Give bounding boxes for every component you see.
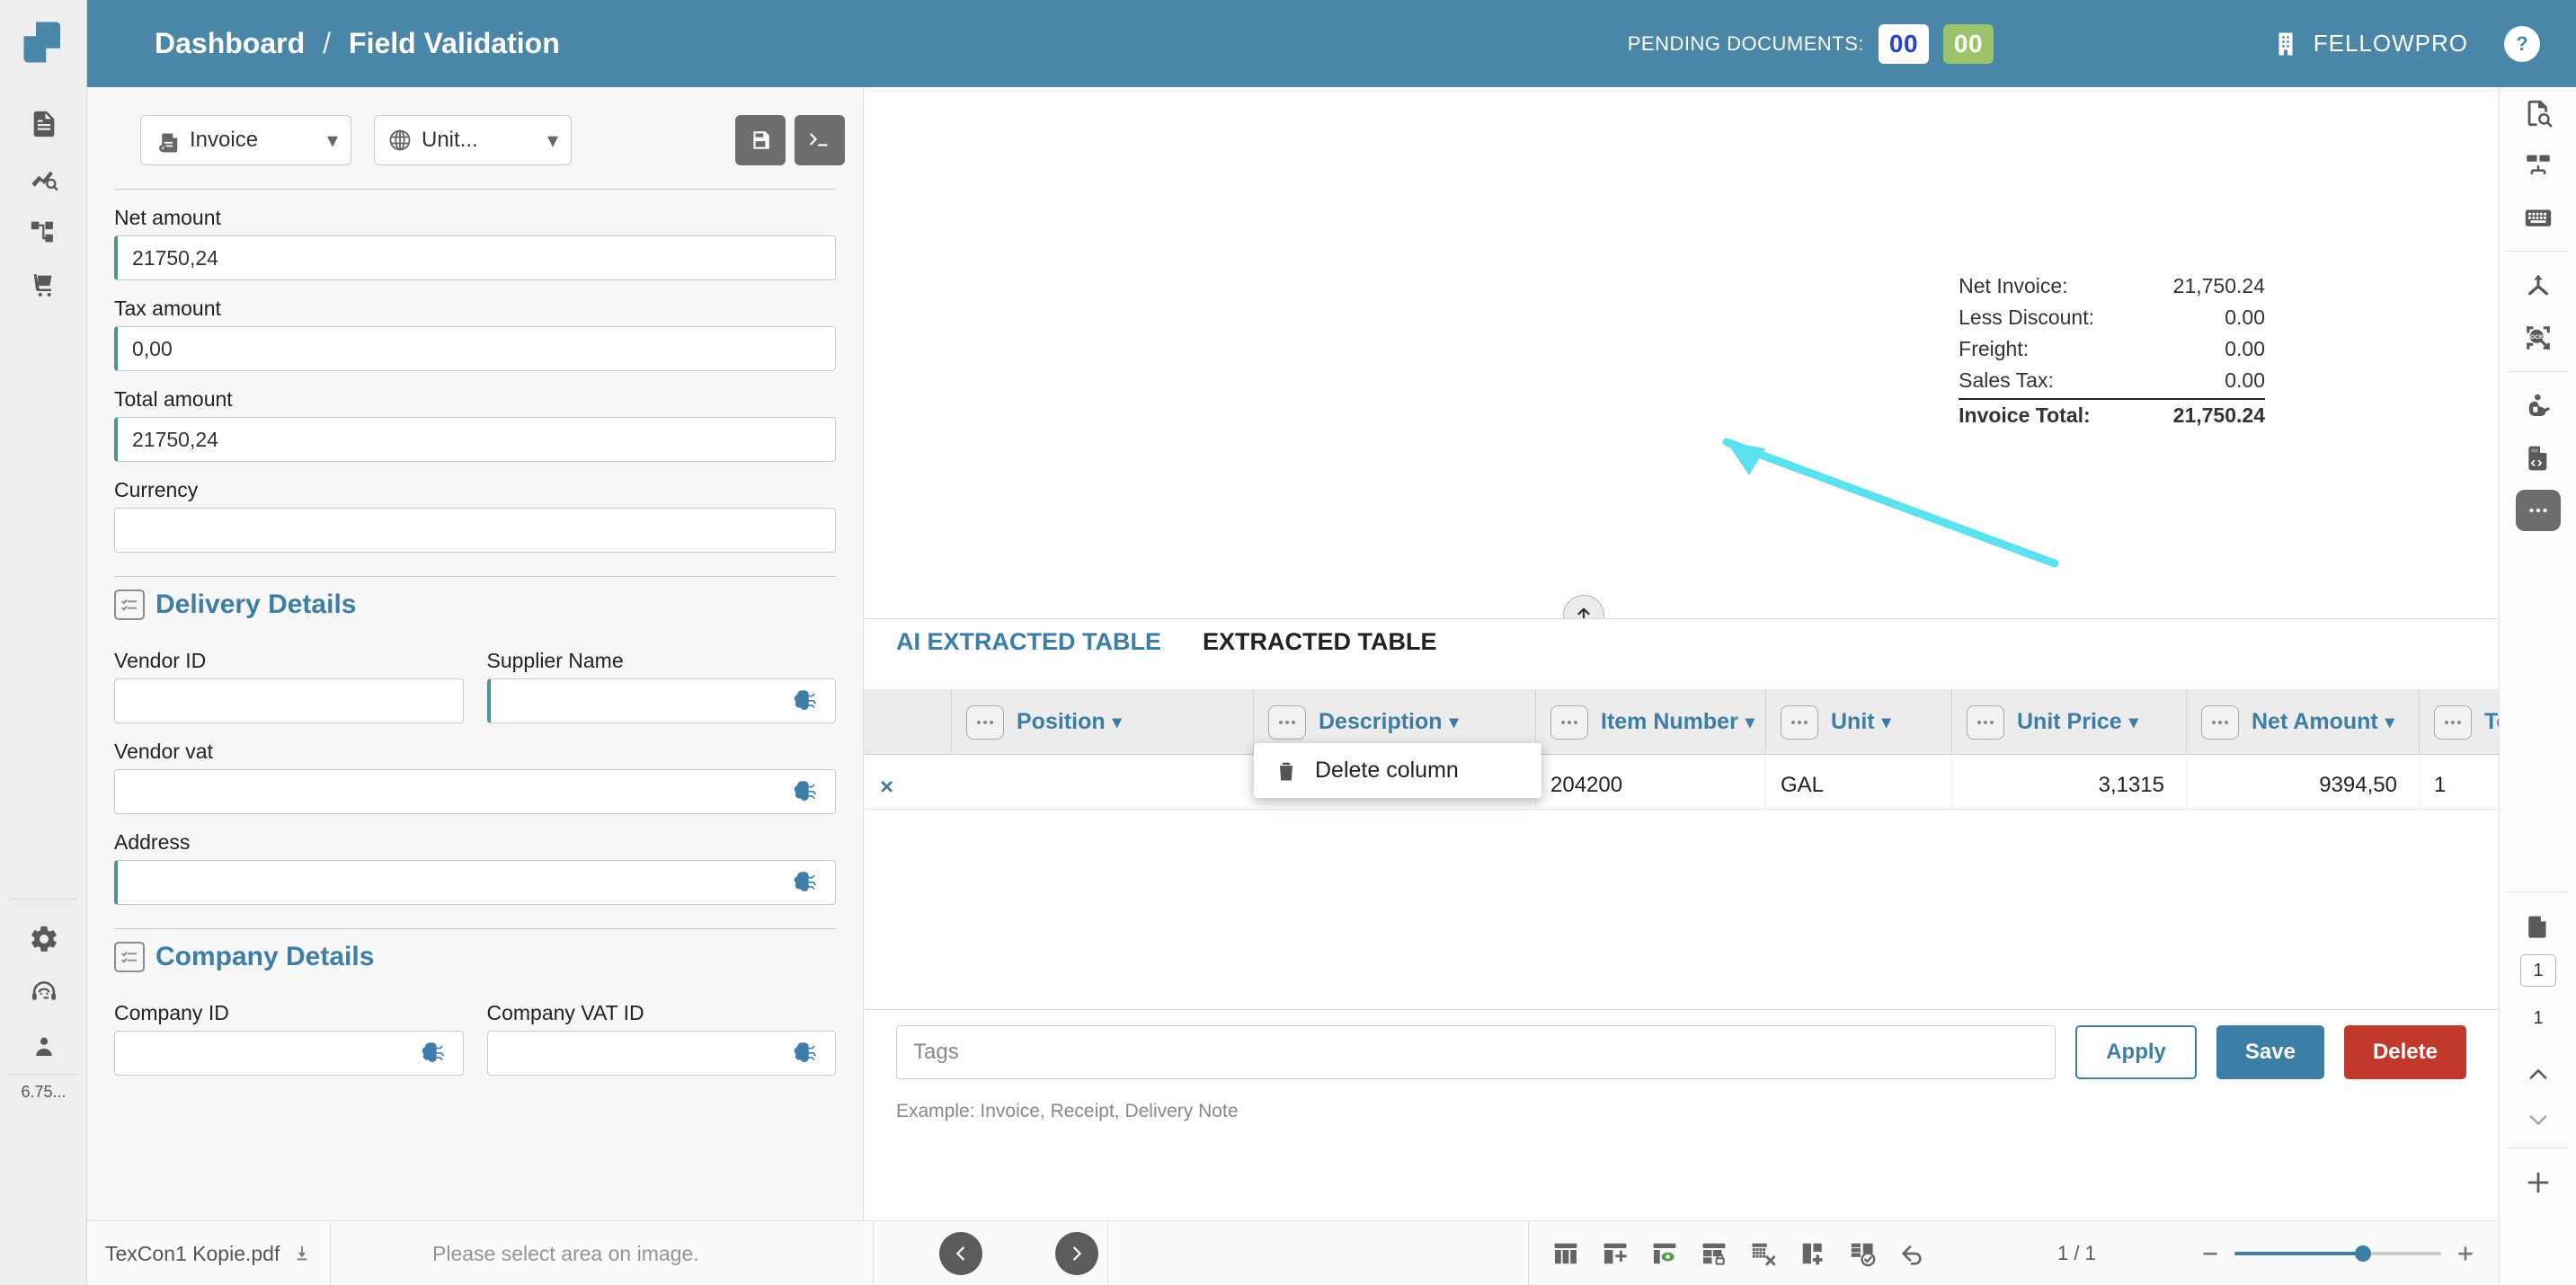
svg-text:OCR: OCR <box>2530 334 2544 341</box>
svg-text:#: # <box>162 146 164 151</box>
